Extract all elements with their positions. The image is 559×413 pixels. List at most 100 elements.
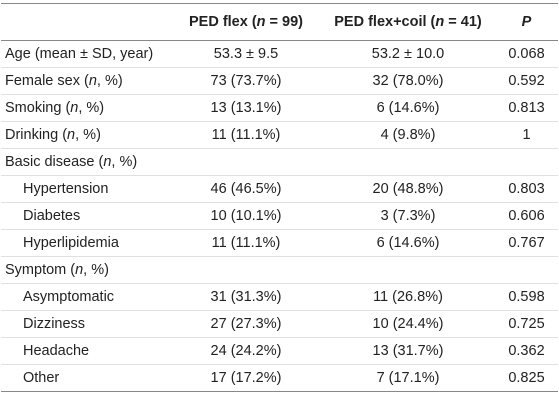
text-segment: P — [521, 14, 532, 30]
text-segment: , %) — [111, 154, 138, 170]
text-segment: , %) — [75, 127, 101, 143]
table-row: Dizziness 27 (27.3%) 10 (24.4%) 0.725 — [1, 310, 558, 338]
row-label: Drinking (n, %) — [1, 121, 171, 149]
text-segment: Dizziness — [23, 316, 86, 332]
cell: 17 (17.2%) — [171, 364, 321, 392]
cell — [495, 148, 558, 176]
cell: 0.598 — [495, 283, 558, 311]
cell: 10 (10.1%) — [171, 202, 321, 230]
table-row: Smoking (n, %) 13 (13.1%) 6 (14.6%) 0.813 — [1, 94, 558, 122]
text-segment: n — [75, 262, 84, 278]
cell — [171, 256, 321, 284]
cell: 53.3 ± 9.5 — [171, 40, 321, 68]
cell: 11 (26.8%) — [321, 283, 495, 311]
text-segment: = 41) — [444, 14, 482, 30]
text-segment: PED flex+coil ( — [334, 14, 436, 30]
data-table: PED flex (n = 99) PED flex+coil (n = 41) P… — [1, 3, 558, 392]
cell: 11 (11.1%) — [171, 229, 321, 257]
cell: 0.068 — [495, 40, 558, 68]
table-row: Headache 24 (24.2%) 13 (31.7%) 0.362 — [1, 337, 558, 365]
table-row: Asymptomatic 31 (31.3%) 11 (26.8%) 0.598 — [1, 283, 558, 311]
cell: 0.825 — [495, 364, 558, 392]
cell — [495, 256, 558, 284]
cell: 53.2 ± 10.0 — [321, 40, 495, 68]
text-segment: = 99) — [265, 14, 304, 30]
cell: 24 (24.2%) — [171, 337, 321, 365]
cell: 7 (17.1%) — [321, 364, 495, 392]
cell: 1 — [495, 121, 558, 149]
cell: 0.592 — [495, 67, 558, 95]
text-segment: n — [103, 154, 112, 170]
row-label: Hyperlipidemia — [1, 229, 171, 257]
cell: 10 (24.4%) — [321, 310, 495, 338]
text-segment: , %) — [83, 262, 109, 278]
cell: 0.725 — [495, 310, 558, 338]
cell: 20 (48.8%) — [321, 175, 495, 203]
table-row: Symptom (n, %) — [1, 256, 558, 284]
cell: 3 (7.3%) — [321, 202, 495, 230]
cell: 13 (31.7%) — [321, 337, 495, 365]
cell: 0.362 — [495, 337, 558, 365]
text-segment: n — [435, 14, 445, 30]
row-label: Basic disease (n, %) — [1, 148, 171, 176]
row-label: Female sex (n, %) — [1, 67, 171, 95]
table-body: Age (mean ± SD, year) 53.3 ± 9.5 53.2 ± 10… — [1, 40, 558, 392]
row-label: Smoking (n, %) — [1, 94, 171, 122]
cell: 46 (46.5%) — [171, 175, 321, 203]
table-row: Age (mean ± SD, year) 53.3 ± 9.5 53.2 ± 10… — [1, 40, 558, 68]
text-segment: Female sex ( — [5, 73, 89, 89]
text-segment: Age (mean ± SD, year) — [5, 46, 154, 62]
text-segment: Hypertension — [23, 181, 109, 197]
table-row: Diabetes 10 (10.1%) 3 (7.3%) 0.606 — [1, 202, 558, 230]
cell: 13 (13.1%) — [171, 94, 321, 122]
cell: 0.803 — [495, 175, 558, 203]
text-segment: n — [256, 14, 266, 30]
row-label: Symptom (n, %) — [1, 256, 171, 284]
cell: 0.606 — [495, 202, 558, 230]
header-row: PED flex (n = 99) PED flex+coil (n = 41) P — [1, 3, 558, 41]
row-label: Hypertension — [1, 175, 171, 203]
column-header: P — [495, 3, 558, 41]
text-segment: Diabetes — [23, 208, 81, 224]
cell — [171, 148, 321, 176]
table-row: Female sex (n, %) 73 (73.7%) 32 (78.0%) 0.5… — [1, 67, 558, 95]
text-segment: Other — [23, 370, 60, 386]
table-row: Hyperlipidemia 11 (11.1%) 6 (14.6%) 0.767 — [1, 229, 558, 257]
text-segment: Drinking ( — [5, 127, 68, 143]
text-segment: Symptom ( — [5, 262, 76, 278]
table-row: Drinking (n, %) 11 (11.1%) 4 (9.8%) 1 — [1, 121, 558, 149]
table-row: Hypertension 46 (46.5%) 20 (48.8%) 0.803 — [1, 175, 558, 203]
column-header: PED flex (n = 99) — [171, 3, 321, 41]
row-label: Diabetes — [1, 202, 171, 230]
text-segment: , %) — [78, 100, 105, 116]
table-row: Other 17 (17.2%) 7 (17.1%) 0.825 — [1, 364, 558, 392]
row-label: Age (mean ± SD, year) — [1, 40, 171, 68]
row-label: Dizziness — [1, 310, 171, 338]
cell: 27 (27.3%) — [171, 310, 321, 338]
cell: 0.813 — [495, 94, 558, 122]
cell — [321, 148, 495, 176]
header-corner — [1, 3, 171, 41]
cell: 11 (11.1%) — [171, 121, 321, 149]
cell: 4 (9.8%) — [321, 121, 495, 149]
text-segment: PED flex ( — [188, 14, 257, 30]
text-segment: Asymptomatic — [23, 289, 115, 305]
cell: 6 (14.6%) — [321, 229, 495, 257]
text-segment: n — [88, 73, 97, 89]
text-segment: Hyperlipidemia — [23, 235, 119, 251]
text-segment: Headache — [23, 343, 90, 359]
text-segment: Smoking ( — [5, 100, 71, 116]
table-row: Basic disease (n, %) — [1, 148, 558, 176]
cell: 73 (73.7%) — [171, 67, 321, 95]
row-label: Headache — [1, 337, 171, 365]
row-label: Asymptomatic — [1, 283, 171, 311]
row-label: Other — [1, 364, 171, 392]
cell: 32 (78.0%) — [321, 67, 495, 95]
text-segment: n — [67, 127, 76, 143]
cell — [321, 256, 495, 284]
page: PED flex (n = 99) PED flex+coil (n = 41) P… — [0, 3, 559, 413]
cell: 31 (31.3%) — [171, 283, 321, 311]
text-segment: , %) — [96, 73, 123, 89]
text-segment: n — [70, 100, 79, 116]
text-segment: Basic disease ( — [5, 154, 104, 170]
